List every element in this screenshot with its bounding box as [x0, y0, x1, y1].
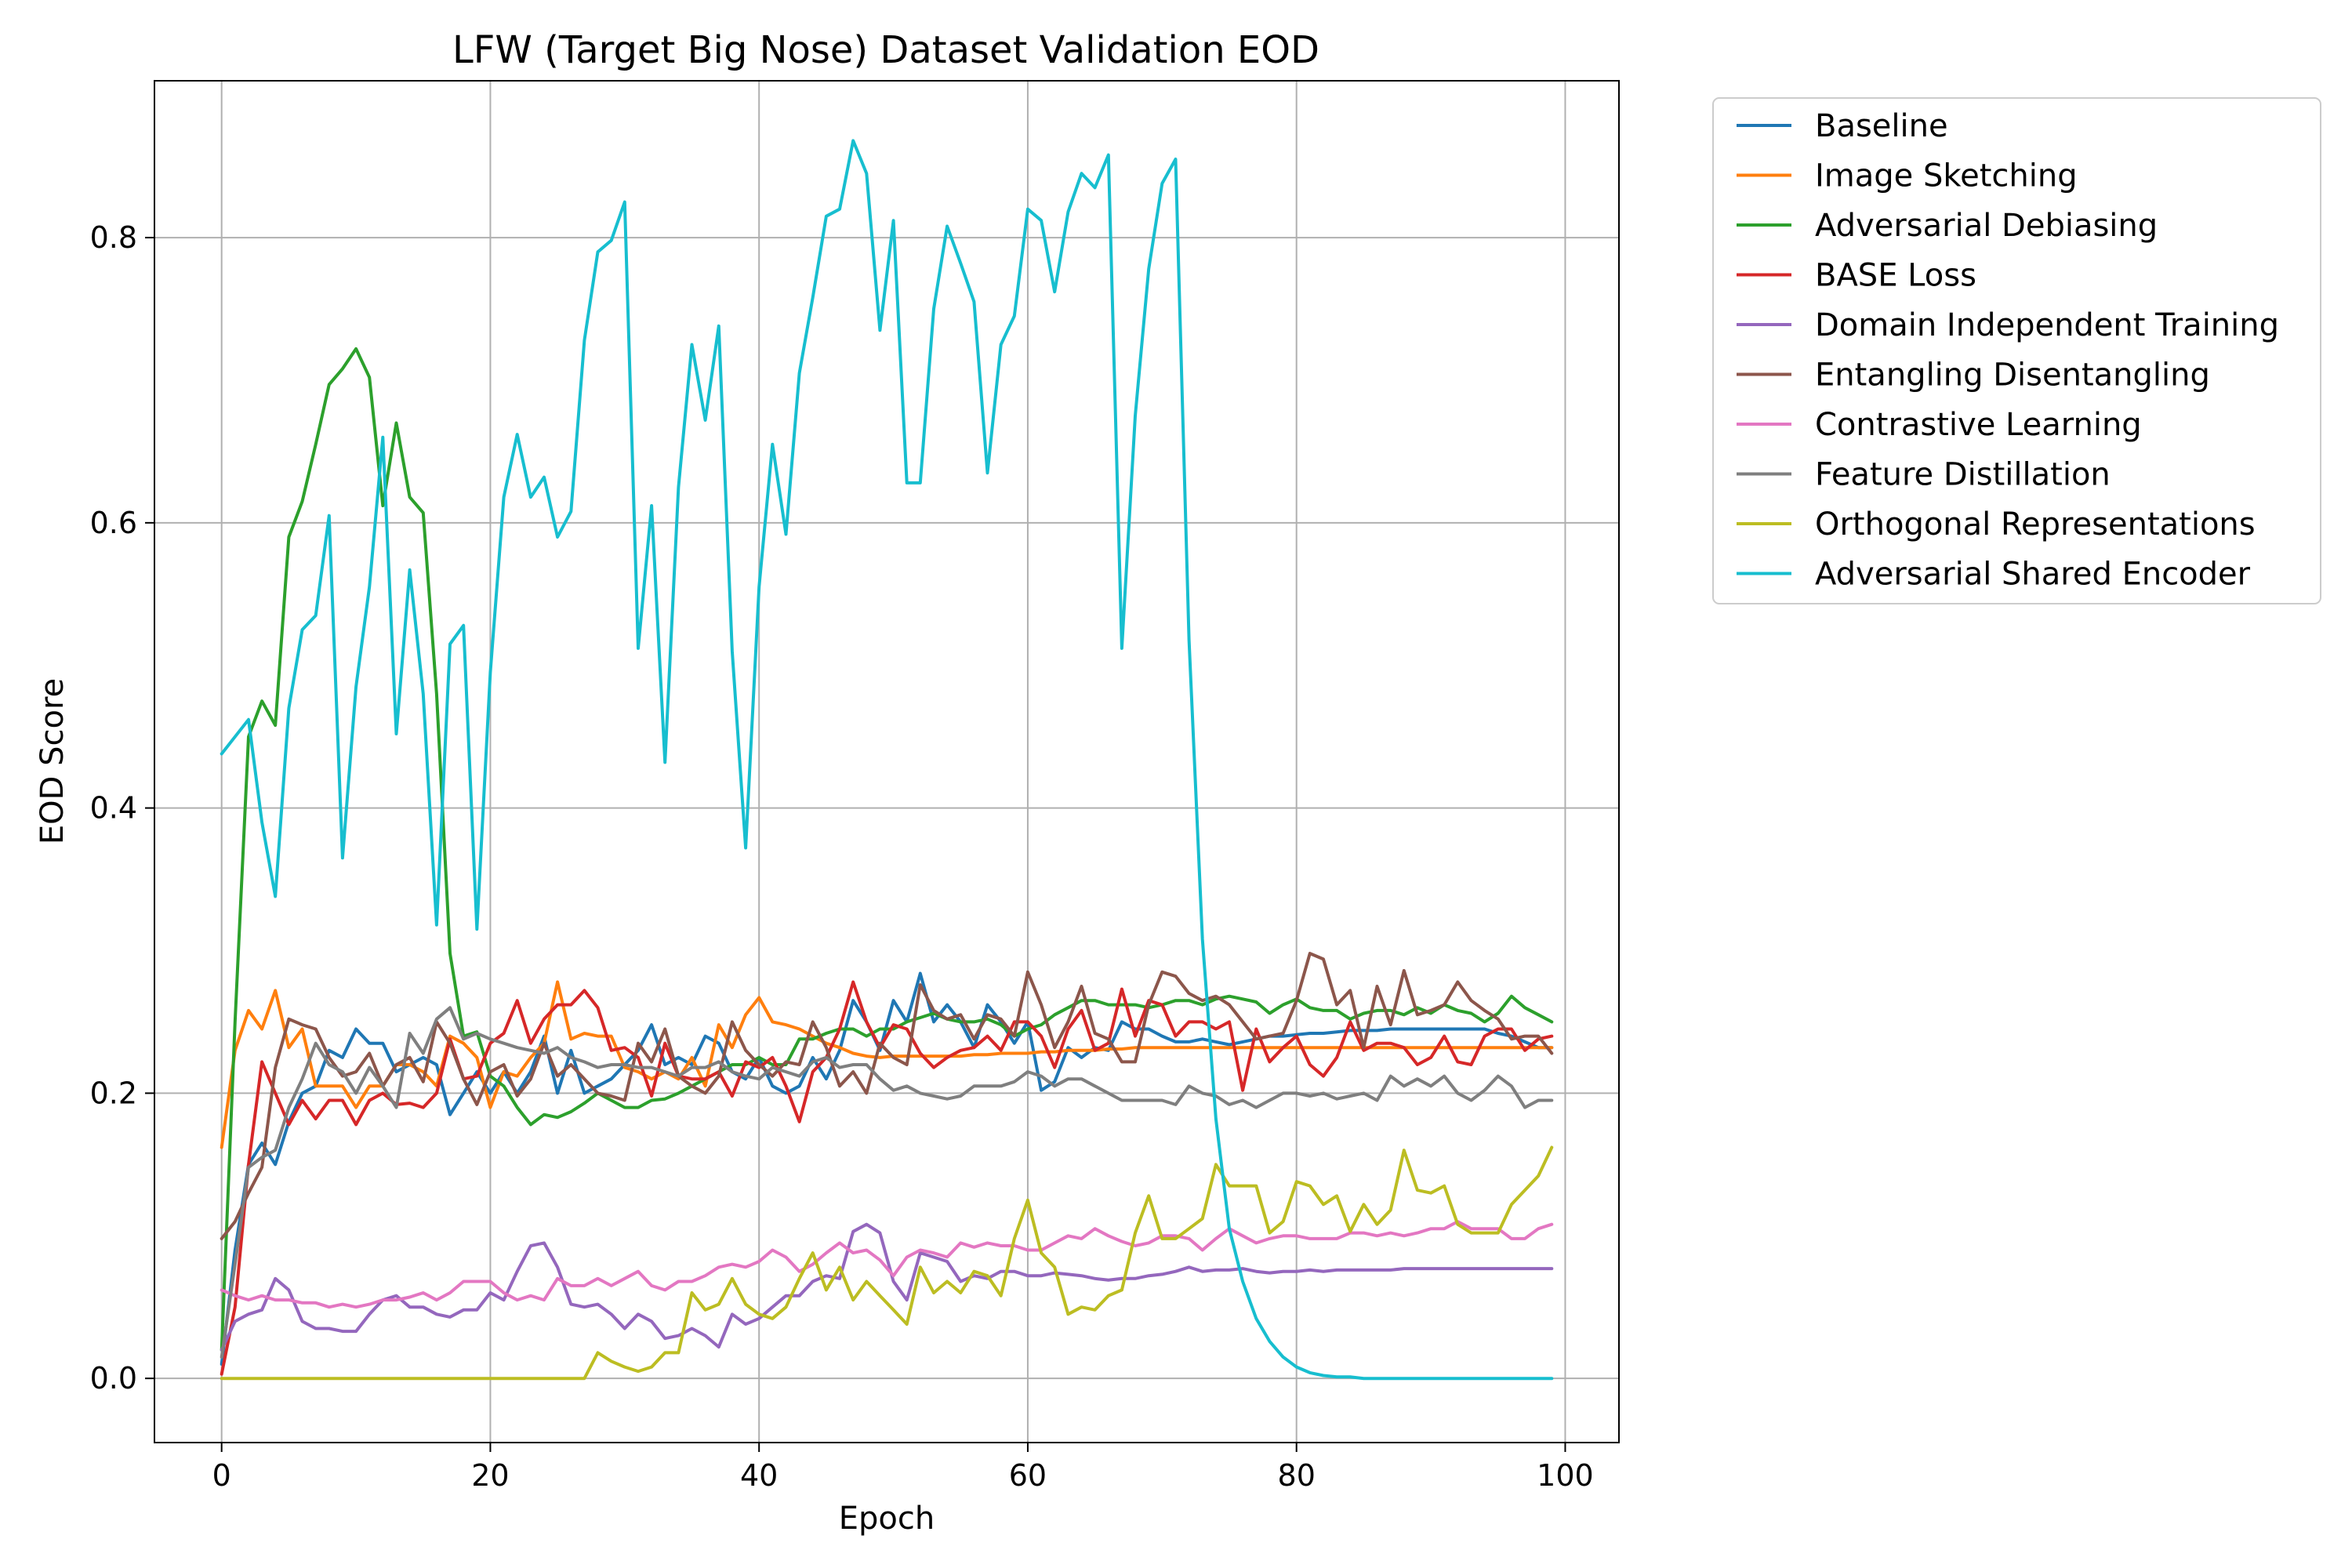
series-line-feature-distillation	[220, 1006, 1554, 1359]
chart-title: LFW (Target Big Nose) Dataset Validation…	[452, 28, 1319, 72]
legend-label-baseline: Baseline	[1815, 108, 1948, 144]
y-ticks: 0.0 0.2 0.4 0.6 0.8	[90, 220, 154, 1396]
legend-label-contrastive-learning: Contrastive Learning	[1815, 407, 2142, 443]
series-line-entangling-disentangling	[220, 952, 1554, 1240]
series-line-adversarial-debiasing	[220, 347, 1554, 1352]
series-line-adversarial-shared-encoder	[220, 139, 1554, 1381]
legend-box	[1712, 97, 2321, 604]
y-tick-label: 0.4	[90, 791, 137, 826]
plot-lines	[220, 139, 1554, 1381]
x-ticks: 0 20 40 60 80 100	[212, 1443, 1594, 1493]
x-axis-label: Epoch	[839, 1501, 935, 1537]
legend-label-base-loss: BASE Loss	[1815, 258, 1976, 294]
y-tick-label: 0.2	[90, 1076, 137, 1110]
x-tick-label: 20	[471, 1458, 509, 1493]
x-tick-label: 40	[740, 1458, 778, 1493]
legend-label-entangling-disentangling: Entangling Disentangling	[1815, 358, 2210, 394]
x-tick-label: 80	[1278, 1458, 1316, 1493]
x-tick-label: 100	[1537, 1458, 1594, 1493]
x-tick-label: 0	[212, 1458, 231, 1493]
legend-label-orthogonal-representations: Orthogonal Representations	[1815, 506, 2256, 543]
series-line-domain-independent-training	[220, 1222, 1554, 1352]
legend-label-adversarial-debiasing: Adversarial Debiasing	[1815, 208, 2158, 244]
legend-label-domain-independent-training: Domain Independent Training	[1815, 307, 2279, 343]
y-axis-label: EOD Score	[34, 678, 71, 844]
legend-label-adversarial-shared-encoder: Adversarial Shared Encoder	[1815, 557, 2251, 593]
y-tick-label: 0.8	[90, 220, 137, 255]
series-line-baseline	[220, 971, 1554, 1366]
y-tick-label: 0.6	[90, 506, 137, 540]
legend-label-feature-distillation: Feature Distillation	[1815, 457, 2111, 493]
legend-label-image-sketching: Image Sketching	[1815, 158, 2078, 194]
y-tick-label: 0.0	[90, 1361, 137, 1396]
x-tick-label: 60	[1009, 1458, 1047, 1493]
legend: Baseline Image Sketching Adversarial Debia…	[1712, 97, 2321, 604]
series-line-contrastive-learning	[220, 1220, 1554, 1309]
series-line-base-loss	[220, 980, 1554, 1376]
plot-frame	[154, 80, 1620, 1443]
series-line-orthogonal-representations	[220, 1145, 1554, 1381]
